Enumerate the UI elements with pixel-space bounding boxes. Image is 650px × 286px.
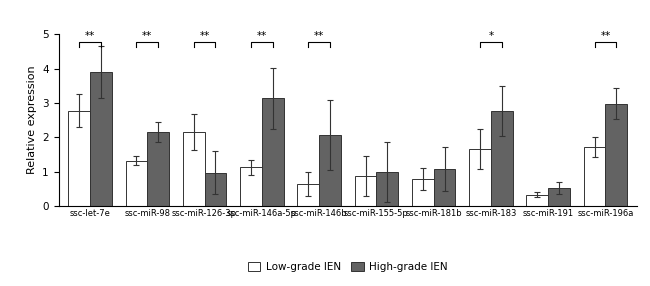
- Text: *: *: [488, 31, 493, 41]
- Bar: [434, 169, 456, 206]
- Text: **: **: [257, 31, 267, 41]
- Text: **: **: [142, 31, 152, 41]
- Bar: [548, 188, 570, 206]
- Text: **: **: [200, 31, 210, 41]
- Bar: [584, 147, 606, 206]
- Text: **: **: [601, 31, 610, 41]
- Text: **: **: [314, 31, 324, 41]
- Bar: [90, 72, 112, 206]
- Bar: [297, 184, 319, 206]
- Text: **: **: [85, 31, 95, 41]
- Bar: [606, 104, 627, 206]
- Bar: [319, 135, 341, 206]
- Bar: [491, 111, 513, 206]
- Bar: [526, 194, 548, 206]
- Y-axis label: Relative expression: Relative expression: [27, 66, 36, 174]
- Legend: Low-grade IEN, High-grade IEN: Low-grade IEN, High-grade IEN: [244, 258, 452, 276]
- Bar: [205, 173, 226, 206]
- Bar: [148, 132, 169, 206]
- Bar: [68, 110, 90, 206]
- Bar: [412, 179, 434, 206]
- Bar: [125, 161, 148, 206]
- Bar: [469, 149, 491, 206]
- Bar: [376, 172, 398, 206]
- Bar: [355, 176, 376, 206]
- Bar: [240, 167, 262, 206]
- Bar: [183, 132, 205, 206]
- Bar: [262, 98, 283, 206]
